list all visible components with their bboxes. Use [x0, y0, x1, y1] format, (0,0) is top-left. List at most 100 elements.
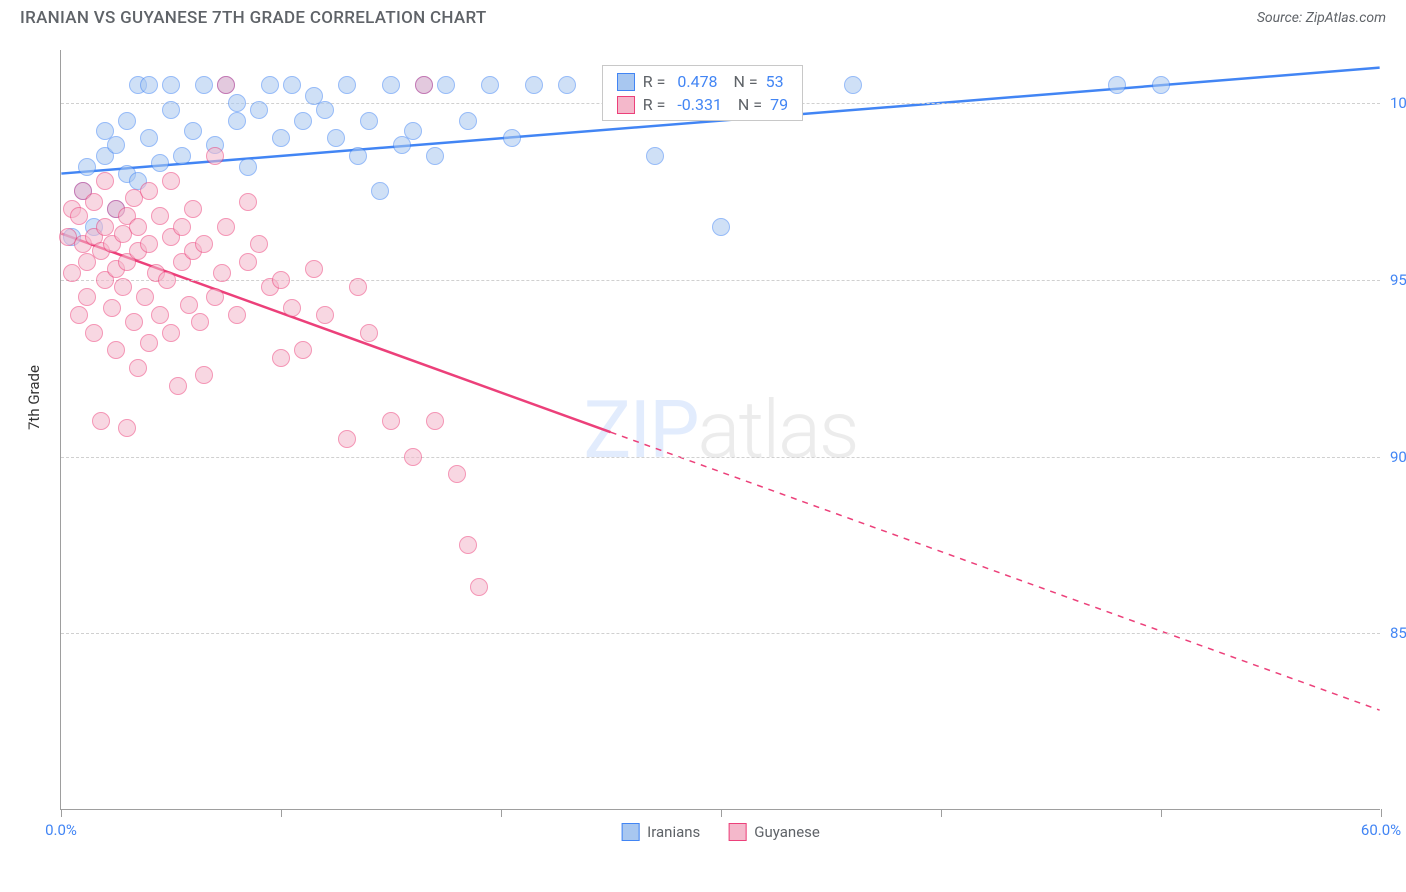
- data-point: [294, 112, 312, 130]
- data-point: [151, 306, 169, 324]
- bottom-legend: Iranians Guyanese: [621, 823, 820, 841]
- data-point: [415, 76, 433, 94]
- data-point: [195, 366, 213, 384]
- data-point: [272, 129, 290, 147]
- scatter-chart: ZIPatlas 85.0%90.0%95.0%100.0%0.0%60.0% …: [60, 50, 1380, 810]
- trend-lines: [61, 50, 1380, 809]
- gridline: [61, 280, 1380, 281]
- data-point: [481, 76, 499, 94]
- data-point: [283, 76, 301, 94]
- data-point: [162, 324, 180, 342]
- data-point: [140, 76, 158, 94]
- chart-title: IRANIAN VS GUYANESE 7TH GRADE CORRELATIO…: [20, 8, 487, 28]
- data-point: [382, 76, 400, 94]
- data-point: [283, 299, 301, 317]
- data-point: [327, 129, 345, 147]
- data-point: [239, 253, 257, 271]
- data-point: [70, 207, 88, 225]
- data-point: [184, 200, 202, 218]
- bottom-legend-item: Iranians: [621, 823, 700, 841]
- data-point: [107, 341, 125, 359]
- data-point: [78, 288, 96, 306]
- data-point: [261, 76, 279, 94]
- data-point: [85, 324, 103, 342]
- xtick: [1161, 809, 1162, 817]
- data-point: [1152, 76, 1170, 94]
- xtick-label: 60.0%: [1361, 821, 1401, 839]
- data-point: [525, 76, 543, 94]
- xtick: [721, 809, 722, 817]
- legend-row: R = -0.331 N = 79: [603, 93, 802, 116]
- source-label: Source: ZipAtlas.com: [1257, 10, 1386, 26]
- data-point: [129, 218, 147, 236]
- data-point: [92, 412, 110, 430]
- data-point: [217, 76, 235, 94]
- bottom-legend-item: Guyanese: [728, 823, 820, 841]
- data-point: [140, 334, 158, 352]
- data-point: [316, 306, 334, 324]
- legend-series-name: Iranians: [647, 823, 700, 841]
- data-point: [503, 129, 521, 147]
- legend-r-label: R =: [643, 95, 670, 114]
- data-point: [239, 193, 257, 211]
- legend-n-label: N =: [730, 95, 762, 114]
- ytick-label: 85.0%: [1390, 624, 1406, 642]
- gridline: [61, 457, 1380, 458]
- legend-n-label: N =: [726, 72, 758, 91]
- data-point: [448, 465, 466, 483]
- data-point: [206, 288, 224, 306]
- data-point: [712, 218, 730, 236]
- data-point: [250, 235, 268, 253]
- data-point: [195, 76, 213, 94]
- data-point: [426, 147, 444, 165]
- data-point: [136, 288, 154, 306]
- data-point: [129, 359, 147, 377]
- legend-swatch: [617, 73, 635, 91]
- data-point: [114, 278, 132, 296]
- data-point: [118, 419, 136, 437]
- data-point: [78, 158, 96, 176]
- data-point: [140, 235, 158, 253]
- legend-swatch: [621, 823, 639, 841]
- data-point: [217, 218, 235, 236]
- data-point: [404, 122, 422, 140]
- legend-r-value: -0.331: [677, 95, 722, 114]
- data-point: [459, 112, 477, 130]
- data-point: [195, 235, 213, 253]
- data-point: [426, 412, 444, 430]
- data-point: [162, 101, 180, 119]
- legend-n-value: 53: [766, 72, 784, 91]
- data-point: [96, 172, 114, 190]
- data-point: [140, 182, 158, 200]
- data-point: [437, 76, 455, 94]
- data-point: [96, 218, 114, 236]
- data-point: [1108, 76, 1126, 94]
- data-point: [250, 101, 268, 119]
- data-point: [382, 412, 400, 430]
- data-point: [213, 264, 231, 282]
- data-point: [404, 448, 422, 466]
- data-point: [272, 271, 290, 289]
- data-point: [103, 299, 121, 317]
- ytick-label: 95.0%: [1390, 271, 1406, 289]
- data-point: [360, 324, 378, 342]
- data-point: [272, 349, 290, 367]
- data-point: [151, 154, 169, 172]
- data-point: [85, 193, 103, 211]
- data-point: [180, 296, 198, 314]
- data-point: [228, 112, 246, 130]
- legend-series-name: Guyanese: [754, 823, 820, 841]
- gridline: [61, 633, 1380, 634]
- data-point: [470, 578, 488, 596]
- ytick-label: 100.0%: [1390, 94, 1406, 112]
- data-point: [338, 76, 356, 94]
- data-point: [173, 218, 191, 236]
- data-point: [107, 136, 125, 154]
- xtick: [1381, 809, 1382, 817]
- data-point: [162, 172, 180, 190]
- legend-row: R = 0.478 N = 53: [603, 70, 802, 93]
- watermark: ZIPatlas: [583, 383, 857, 477]
- legend-r-label: R =: [643, 72, 670, 91]
- data-point: [162, 76, 180, 94]
- data-point: [459, 536, 477, 554]
